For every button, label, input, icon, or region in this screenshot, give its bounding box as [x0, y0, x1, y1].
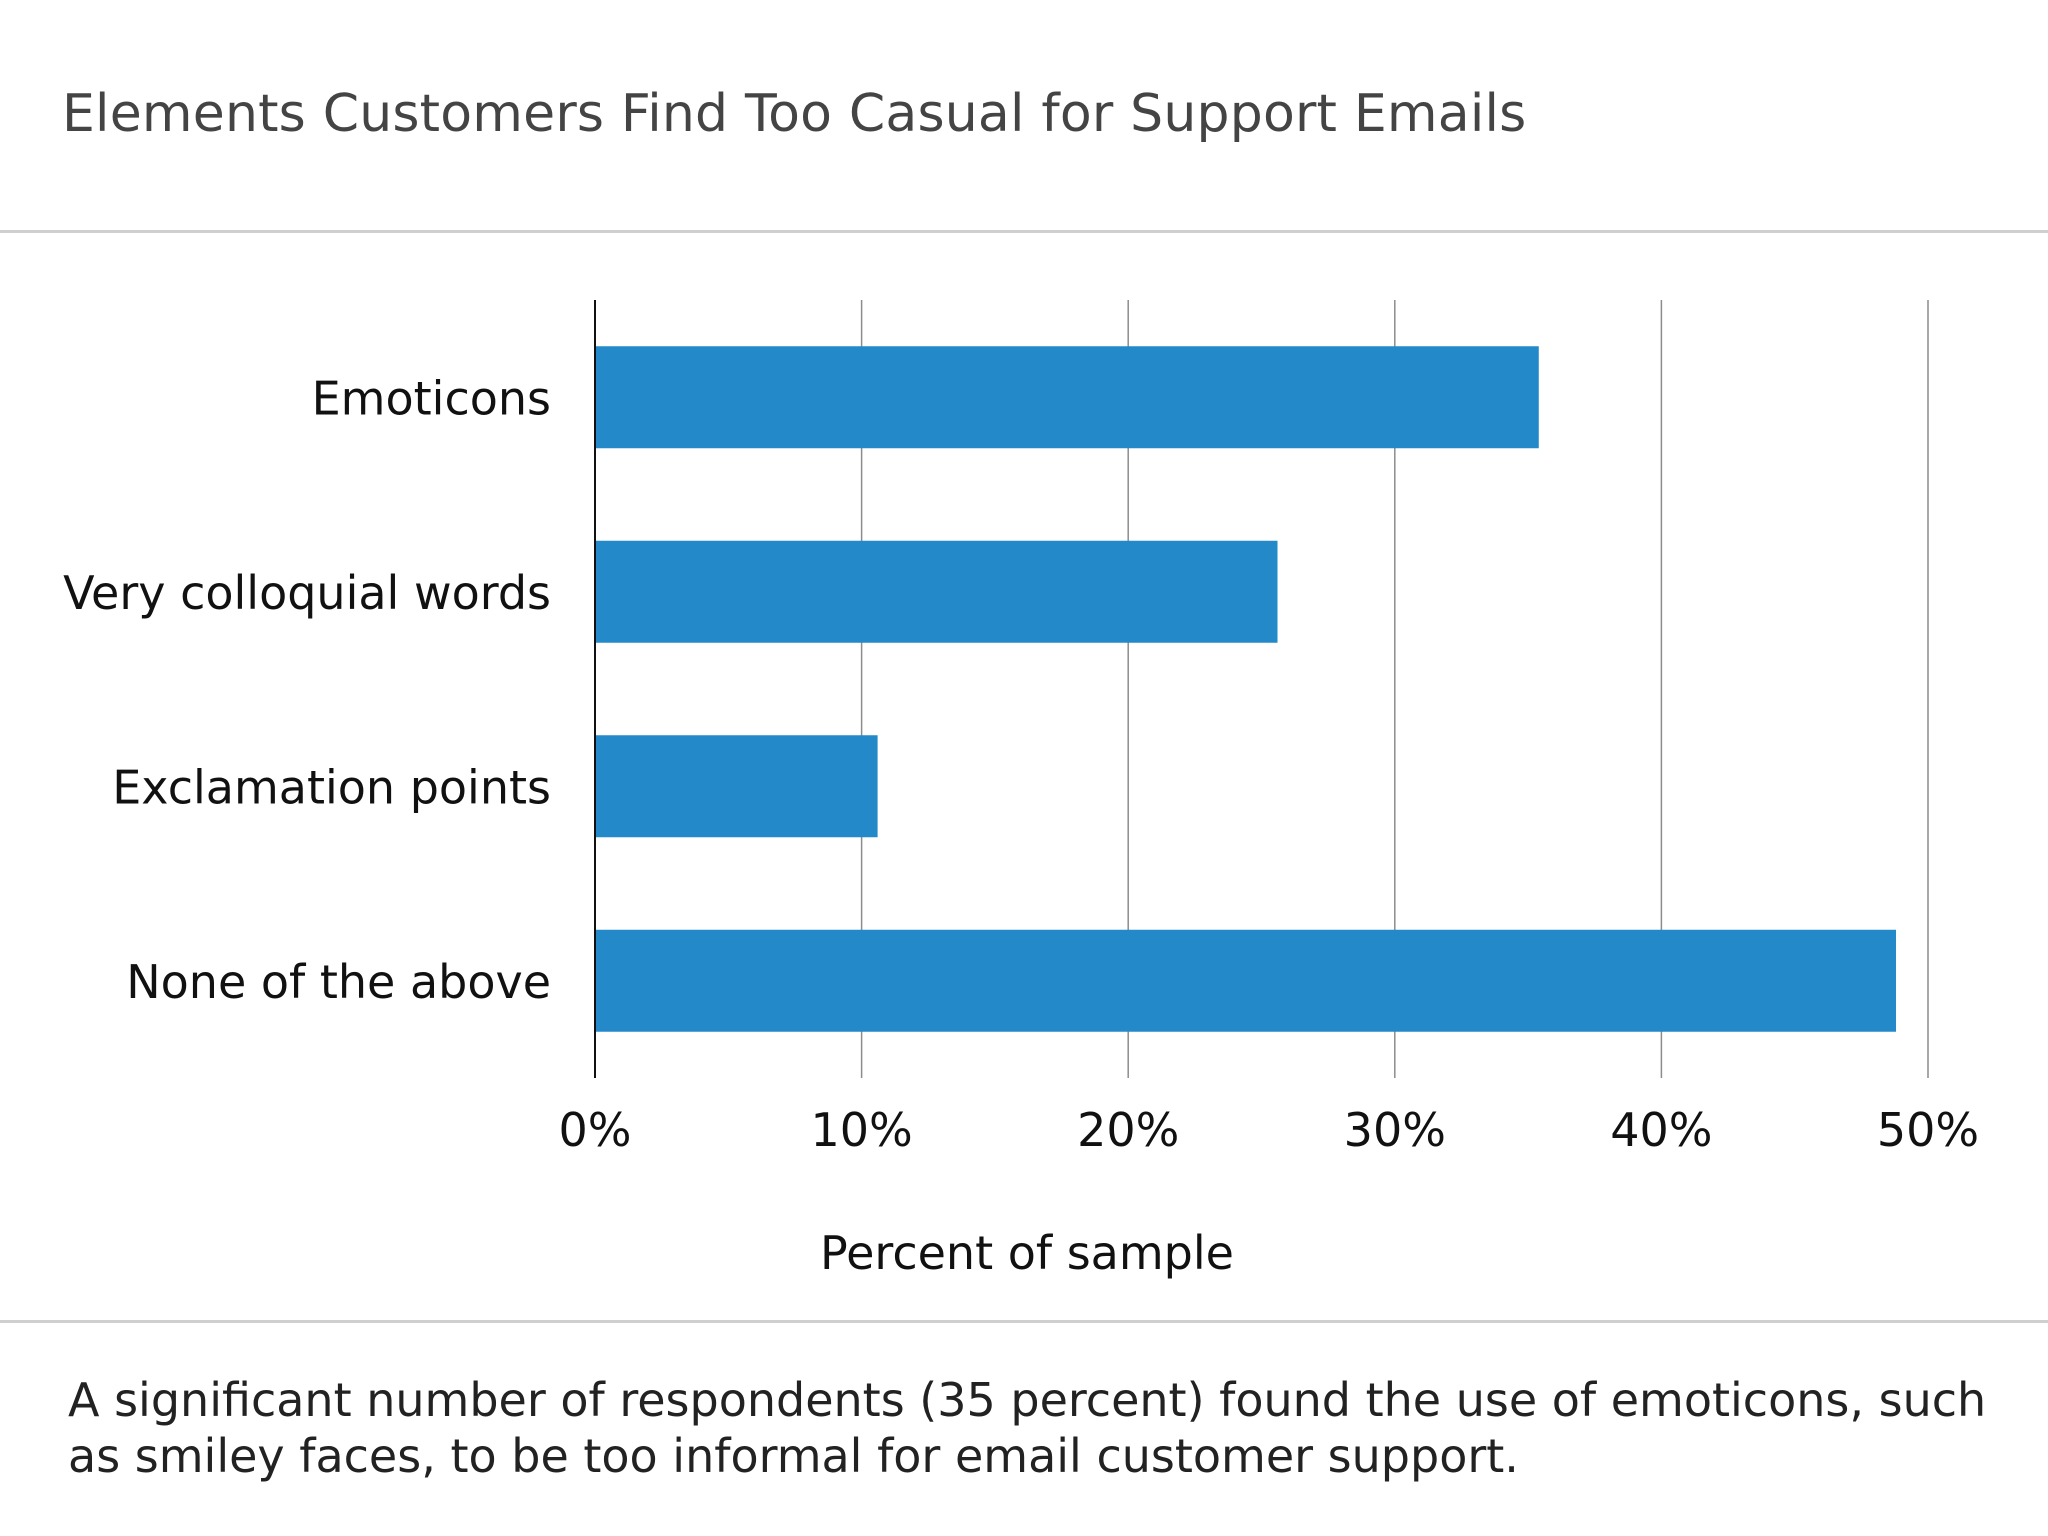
x-tick-label: 20%	[1077, 1103, 1179, 1157]
chart-title: Elements Customers Find Too Casual for S…	[62, 84, 1527, 144]
x-tick-label: 10%	[810, 1103, 912, 1157]
bar-chart: Emoticons Very colloquial words Exclamatio…	[63, 300, 1979, 1280]
x-axis-title: Percent of sample	[820, 1226, 1234, 1280]
bar-1	[595, 540, 1278, 643]
bar-2	[595, 735, 878, 838]
x-tick-label: 0%	[559, 1103, 632, 1157]
category-label: Emoticons	[312, 371, 551, 425]
top-divider	[0, 230, 2048, 233]
category-label: Very colloquial words	[63, 566, 551, 620]
bar-3	[595, 929, 1897, 1032]
bottom-divider	[0, 1320, 2048, 1323]
chart-caption: A significant number of respondents (35 …	[68, 1373, 1987, 1483]
category-label: None of the above	[126, 955, 551, 1009]
bar-0	[595, 346, 1539, 449]
category-label: Exclamation points	[112, 760, 551, 814]
x-tick-label: 30%	[1344, 1103, 1446, 1157]
x-tick-label: 50%	[1877, 1103, 1979, 1157]
x-tick-label: 40%	[1610, 1103, 1712, 1157]
